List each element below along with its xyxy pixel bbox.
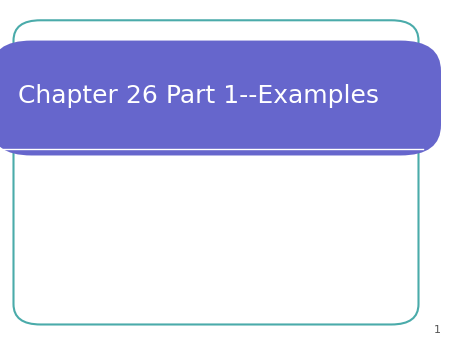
Text: 1: 1 bbox=[434, 324, 441, 335]
Text: Chapter 26 Part 1--Examples: Chapter 26 Part 1--Examples bbox=[18, 84, 379, 108]
FancyBboxPatch shape bbox=[14, 20, 418, 324]
FancyBboxPatch shape bbox=[0, 41, 441, 155]
